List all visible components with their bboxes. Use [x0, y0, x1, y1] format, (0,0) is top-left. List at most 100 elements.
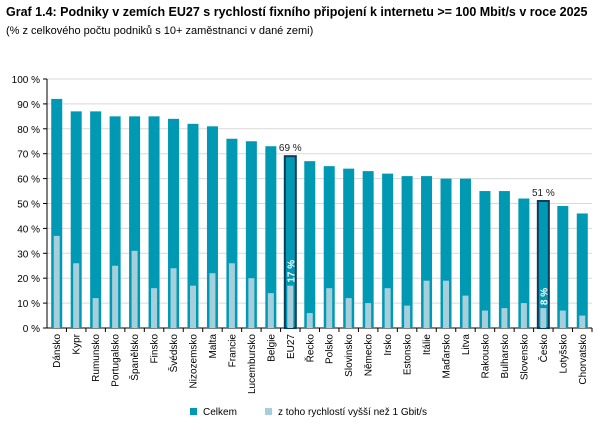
bar-total	[498, 191, 510, 328]
x-tick-label: Nizozemsko	[188, 334, 199, 389]
x-tick-label: Itálie	[422, 334, 433, 356]
bar-gbit	[443, 280, 450, 328]
x-tick-label: Estonsko	[403, 334, 414, 376]
y-tick-label: 100 %	[12, 75, 40, 86]
y-tick-label: 90 %	[17, 100, 40, 111]
y-tick-label: 0 %	[23, 324, 40, 335]
bar-gbit	[384, 288, 391, 328]
x-tick-label: Portugalsko	[111, 334, 122, 387]
x-tick-label: Švédsko	[167, 334, 180, 373]
x-tick-label: Řecko	[303, 334, 316, 363]
chart-title: Graf 1.4: Podniky v zemích EU27 s rychlo…	[6, 5, 588, 19]
x-tick-label: Španělsko	[128, 334, 141, 381]
x-tick-label: Polsko	[325, 334, 336, 364]
bar-gbit	[92, 298, 99, 328]
bar-total	[557, 205, 569, 328]
bar-total	[421, 176, 433, 328]
bar-total	[459, 178, 471, 328]
chart-subtitle: (% z celkového počtu podniků s 10+ zaměs…	[6, 25, 314, 37]
data-label-gbit: 8 %	[539, 288, 550, 305]
x-tick-label: Lucembursko	[247, 334, 258, 394]
bar-total	[109, 116, 121, 328]
x-tick-label: EU27	[286, 334, 297, 359]
x-tick-label: Chorvatsko	[578, 334, 589, 385]
bar-total	[343, 168, 355, 328]
bar-gbit	[228, 263, 235, 328]
bar-total	[518, 198, 530, 328]
bar-gbit	[481, 310, 488, 328]
bar-total	[304, 161, 316, 328]
x-tick-label: Malta	[208, 334, 219, 359]
bar-total	[440, 178, 452, 328]
bar-total	[265, 146, 277, 328]
y-tick-label: 40 %	[17, 224, 40, 235]
bar-gbit	[209, 273, 216, 328]
bar-gbit	[559, 310, 566, 328]
bar-total	[362, 171, 374, 328]
bar-total	[51, 98, 63, 328]
bar-gbit	[326, 288, 333, 328]
bar-gbit	[73, 263, 80, 328]
bar-gbit	[267, 293, 274, 328]
x-tick-label: Slovinsko	[344, 334, 355, 377]
x-tick-label: Irsko	[383, 334, 394, 356]
bar-total	[323, 166, 335, 328]
bar-total	[401, 176, 413, 328]
bar-gbit	[53, 235, 60, 328]
y-tick-label: 30 %	[17, 249, 40, 260]
bar-total	[206, 126, 218, 328]
x-tick-label: Francie	[227, 334, 238, 368]
y-tick-label: 60 %	[17, 175, 40, 186]
x-tick-label: Slovensko	[519, 334, 530, 381]
bar-gbit	[404, 305, 411, 328]
legend-swatch	[265, 408, 272, 415]
bar-gbit	[520, 303, 527, 328]
bar-total	[226, 138, 238, 328]
data-label-total: 69 %	[279, 143, 302, 154]
bar-gbit	[151, 288, 158, 328]
bar-gbit	[287, 285, 294, 328]
x-tick-label: Německo	[364, 334, 375, 377]
bar-total	[90, 111, 102, 329]
bar-gbit	[579, 315, 586, 328]
bar-gbit	[189, 285, 196, 328]
x-tick-label: Dánsko	[52, 334, 63, 368]
bar-total	[70, 111, 82, 329]
x-tick-label: Litva	[461, 334, 472, 356]
bar-gbit	[248, 278, 255, 328]
legend-label: Celkem	[203, 407, 237, 418]
y-tick-label: 50 %	[17, 200, 40, 211]
bar-total	[187, 123, 199, 328]
legend-swatch	[190, 408, 197, 415]
y-tick-label: 10 %	[17, 299, 40, 310]
data-label-gbit: 17 %	[286, 260, 297, 283]
bar-gbit	[540, 308, 547, 328]
bar-total	[168, 118, 180, 328]
x-tick-label: Kypr	[72, 333, 83, 354]
bar-gbit	[112, 265, 119, 328]
bar-total	[576, 213, 588, 328]
bar-gbit	[462, 295, 469, 328]
bar-total	[148, 116, 160, 328]
bar-total	[382, 173, 394, 328]
y-tick-label: 70 %	[17, 150, 40, 161]
y-tick-label: 80 %	[17, 125, 40, 136]
bar-gbit	[131, 250, 138, 328]
x-tick-label: Česko	[537, 334, 550, 363]
bar-gbit	[170, 268, 177, 328]
x-tick-label: Belgie	[266, 334, 277, 362]
y-tick-label: 20 %	[17, 274, 40, 285]
x-tick-label: Finsko	[150, 334, 161, 364]
x-tick-label: Rakousko	[480, 334, 491, 379]
bar-gbit	[345, 298, 352, 328]
legend-label: z toho rychlostí vyšší než 1 Gbit/s	[278, 407, 427, 418]
bar-gbit	[365, 303, 372, 328]
bar-total	[479, 191, 491, 328]
bar-gbit	[501, 308, 508, 328]
x-tick-label: Rumunsko	[91, 334, 102, 382]
bar-total	[245, 141, 257, 328]
bar-gbit	[423, 280, 430, 328]
x-tick-label: Maďarsko	[442, 334, 453, 379]
x-tick-label: Bulharsko	[500, 334, 511, 379]
